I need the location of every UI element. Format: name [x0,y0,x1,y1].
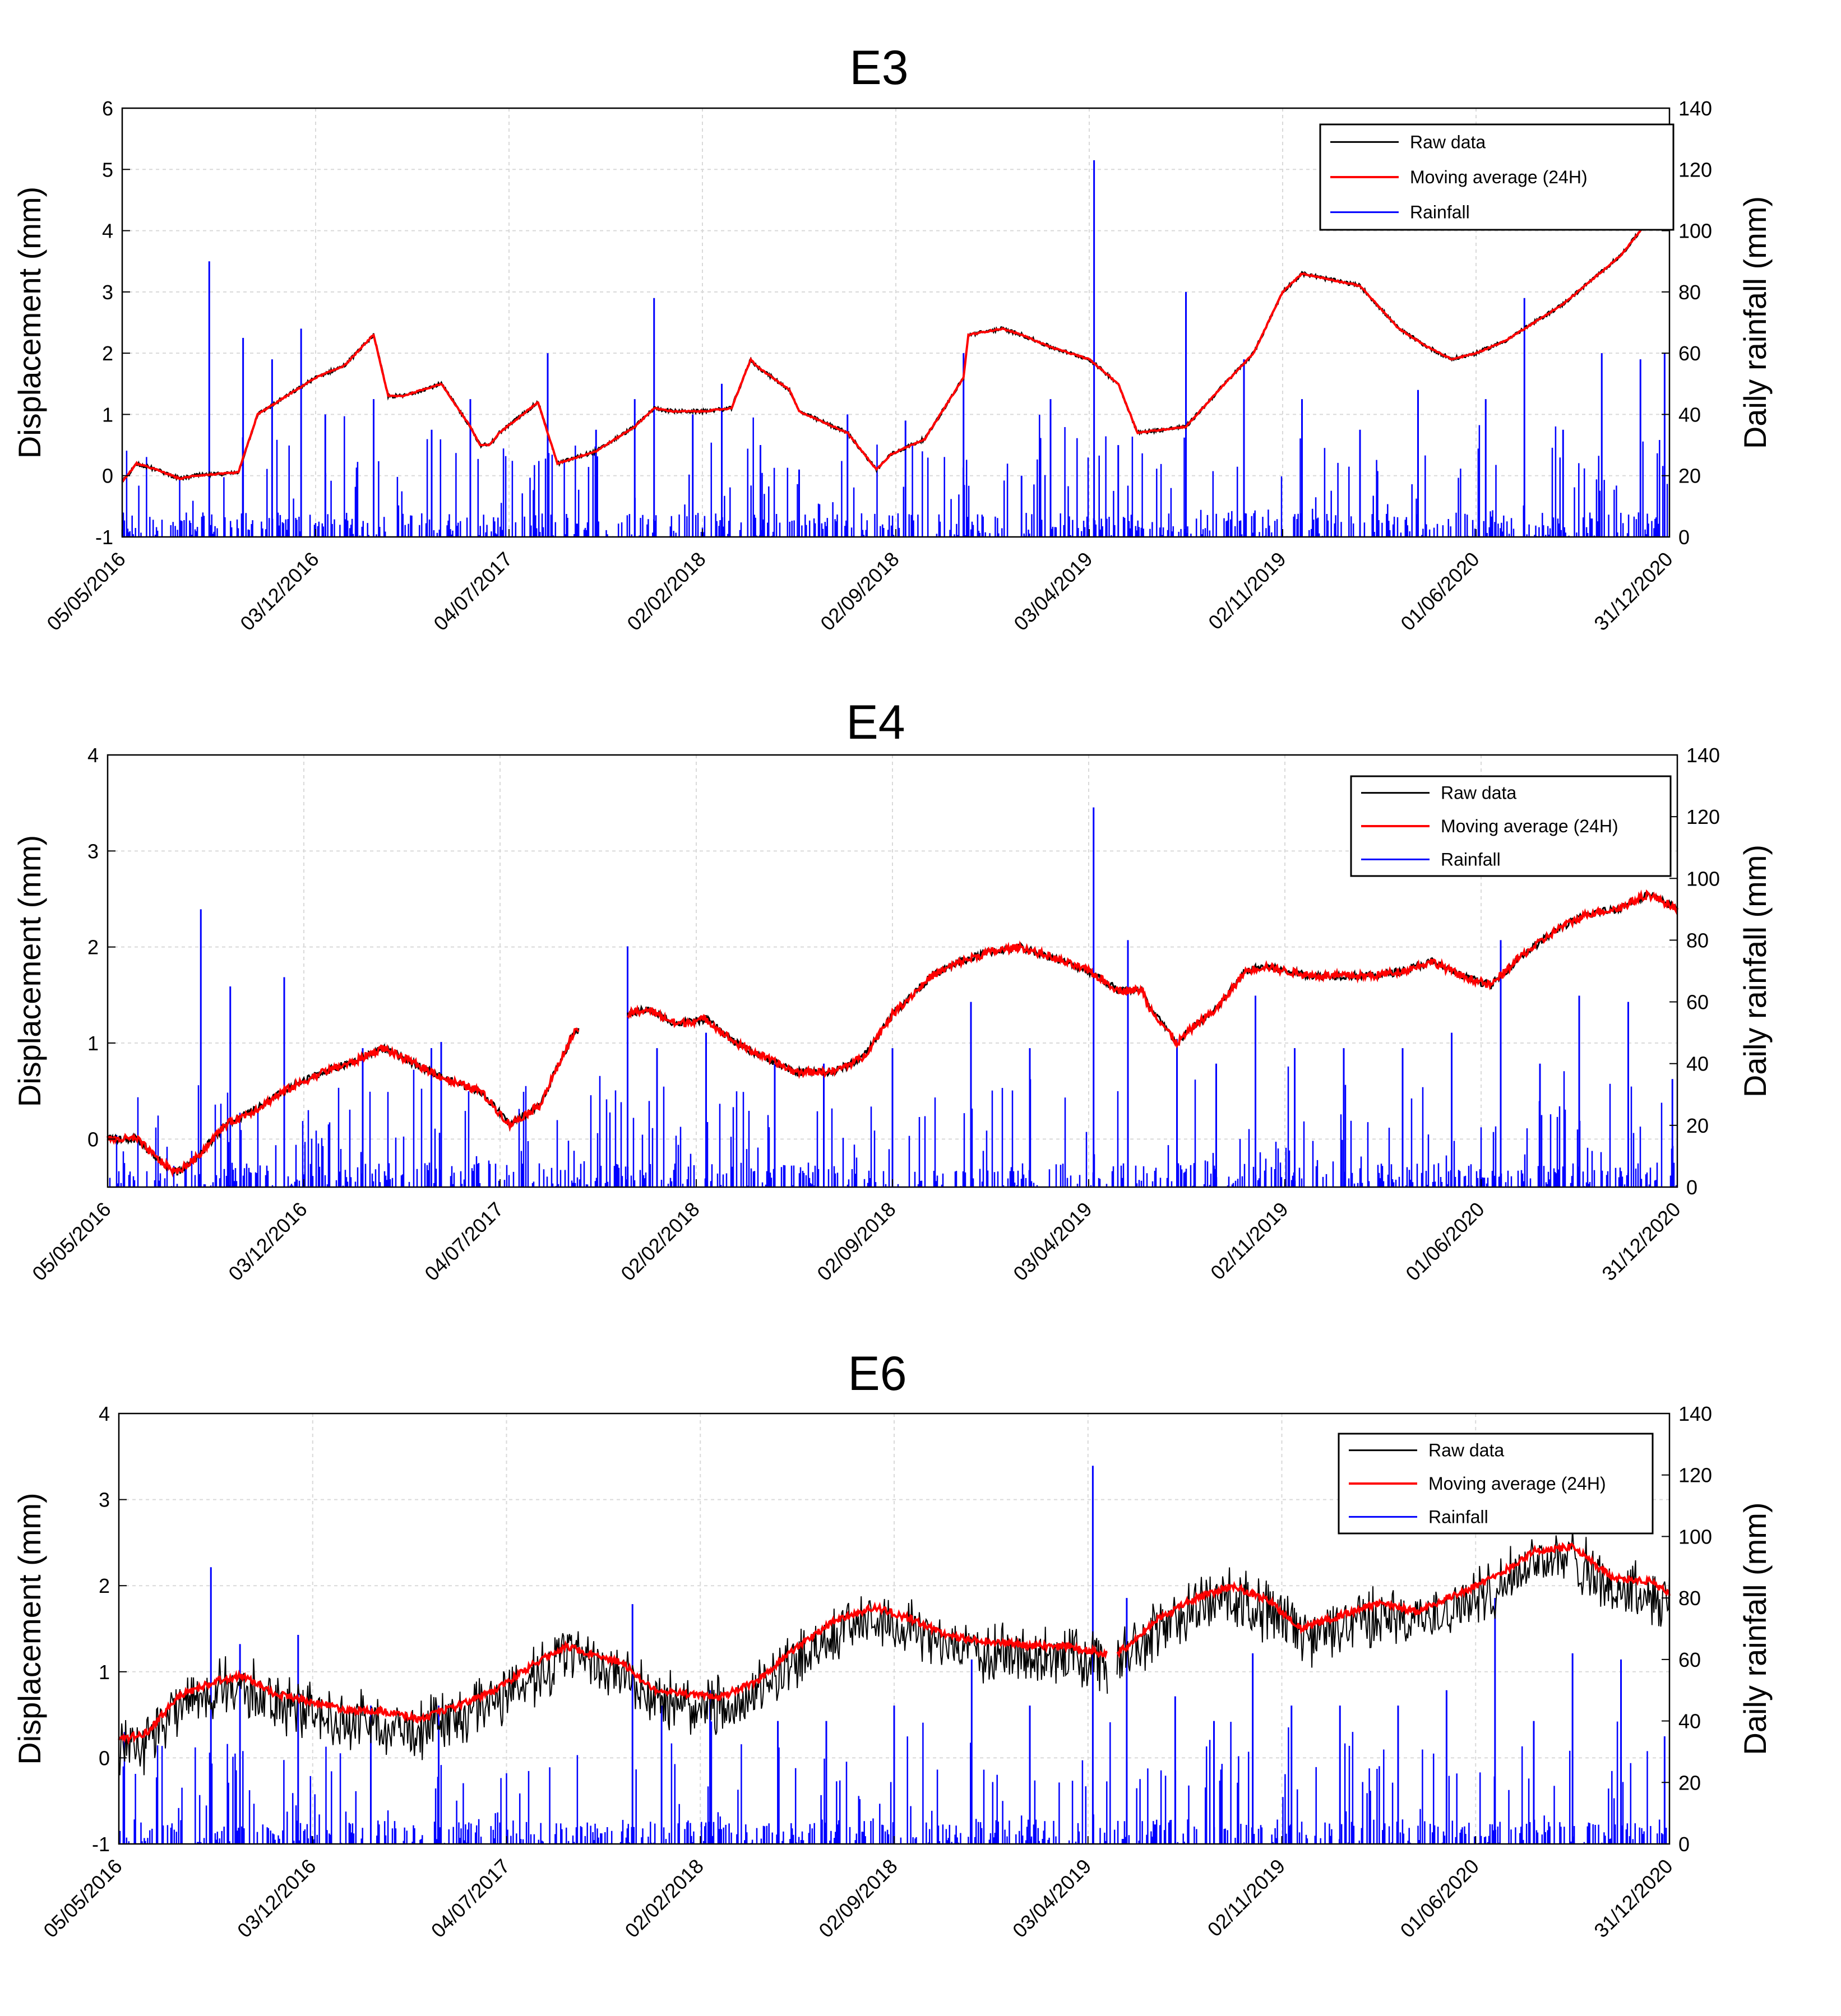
legend-label-raw: Raw data [1428,1440,1504,1461]
y2-tick-label: 100 [1686,867,1720,890]
y2-tick-label: 80 [1686,929,1709,952]
y2-tick-label: 0 [1678,1833,1690,1856]
y-axis-label-right: Daily rainfall (mm) [1737,196,1773,449]
legend-label-moving-average: Moving average (24H) [1441,816,1618,836]
y2-tick-label: 80 [1678,281,1701,304]
series-moving-average [107,889,1678,1178]
y2-tick-label: 0 [1678,526,1690,549]
y-tick-label: 6 [102,97,113,120]
y-tick-label: 3 [99,1489,110,1512]
series-rainfall [109,807,1677,1187]
legend: Raw data Moving average (24H) Rainfall [1338,1433,1654,1535]
series-rainfall [121,160,1668,537]
y2-tick-label: 120 [1678,1464,1712,1487]
y2-tick-label: 100 [1678,1525,1712,1548]
legend-label-rainfall: Rainfall [1428,1507,1488,1527]
y2-tick-label: 140 [1678,97,1712,120]
y2-tick-label: 20 [1686,1114,1709,1137]
y-axis-label-left: Displacement (mm) [12,835,47,1107]
y2-tick-label: 60 [1686,991,1709,1014]
y2-tick-label: 60 [1678,1648,1701,1671]
y-axis-label-left: Displacement (mm) [12,187,47,458]
chart-title: E4 [846,696,905,749]
y2-tick-label: 140 [1678,1402,1712,1425]
y2-tick-label: 0 [1686,1176,1697,1199]
y-tick-label: 1 [99,1661,110,1684]
y-tick-label: 3 [102,281,113,304]
y2-tick-label: 120 [1678,158,1712,181]
legend-label-moving-average: Moving average (24H) [1410,167,1588,187]
y2-tick-label: 40 [1686,1053,1709,1076]
y-axis-label-left: Displacement (mm) [12,1493,47,1764]
y2-tick-label: 40 [1678,403,1701,426]
y-axis-label-right: Daily rainfall (mm) [1737,845,1773,1097]
legend: Raw data Moving average (24H) Rainfall [1319,123,1675,231]
y-tick-label: 5 [102,158,113,181]
y2-tick-label: 40 [1678,1710,1701,1733]
chart-title: E3 [849,41,908,95]
legend-label-raw: Raw data [1410,132,1486,152]
y2-tick-label: 120 [1686,805,1720,828]
legend-label-raw: Raw data [1441,783,1516,803]
legend-label-rainfall: Rainfall [1410,202,1470,223]
y-tick-label: -1 [95,526,113,549]
y-tick-label: 0 [99,1746,110,1769]
y2-tick-label: 140 [1686,744,1720,767]
y-tick-label: 2 [102,342,113,365]
y-tick-label: 0 [87,1128,99,1151]
y-tick-label: 2 [99,1574,110,1597]
y2-tick-label: 100 [1678,220,1712,243]
y-tick-label: 1 [102,403,113,426]
y-tick-label: 1 [87,1032,99,1055]
y-tick-label: 4 [102,220,113,243]
y2-tick-label: 60 [1678,342,1701,365]
y-tick-label: 4 [99,1402,110,1425]
y2-tick-label: 80 [1678,1587,1701,1610]
y-tick-label: 2 [87,936,99,959]
y-tick-label: -1 [92,1833,110,1856]
legend: Raw data Moving average (24H) Rainfall [1350,775,1672,877]
series-moving-average [118,1542,1671,1745]
series-moving-average [121,193,1671,483]
y2-tick-label: 20 [1678,465,1701,488]
y-tick-label: 0 [102,465,113,488]
y-axis-label-right: Daily rainfall (mm) [1737,1502,1773,1755]
y-tick-label: 4 [87,744,99,767]
legend-label-rainfall: Rainfall [1441,849,1501,869]
chart-title: E6 [848,1347,906,1401]
legend-label-moving-average: Moving average (24H) [1428,1473,1606,1494]
y2-tick-label: 20 [1678,1771,1701,1794]
y-tick-label: 3 [87,840,99,863]
